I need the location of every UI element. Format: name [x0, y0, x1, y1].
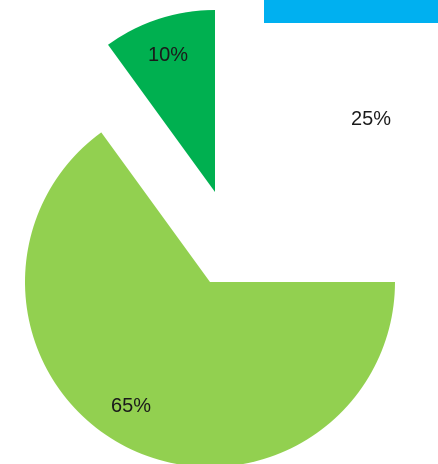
annotation-number: 2	[277, 103, 297, 144]
pie-slices	[25, 0, 438, 464]
pie-slice-65	[25, 132, 395, 464]
pie-label-slice-10: 10%	[148, 44, 188, 66]
pie-label-slice-25: 25%	[351, 108, 391, 130]
pie-slice-10	[108, 10, 215, 192]
slice-annotation: 2 nyertes	[272, 103, 379, 187]
pie-label-slice-65: 65%	[111, 395, 151, 417]
pie-slice-25	[264, 0, 438, 23]
annotation-word: nyertes	[272, 154, 379, 187]
pie-labels: 25% 65% 10%	[111, 44, 391, 417]
